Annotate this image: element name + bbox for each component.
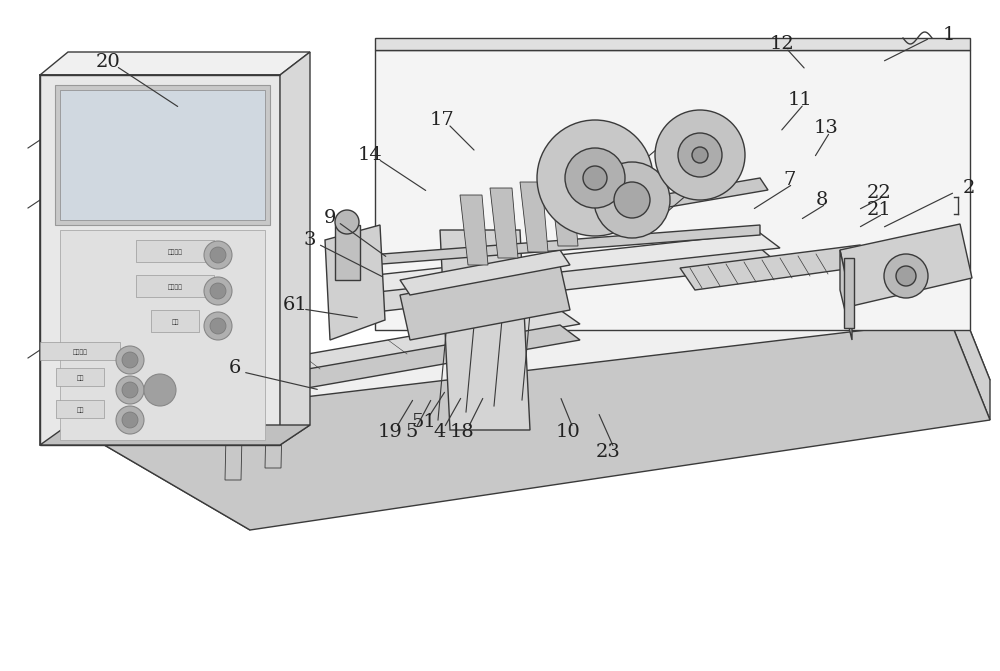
Polygon shape [130, 310, 580, 400]
Polygon shape [440, 230, 530, 430]
Circle shape [116, 376, 144, 404]
Text: 10: 10 [556, 423, 580, 441]
Polygon shape [375, 38, 970, 50]
Polygon shape [335, 225, 360, 280]
Text: 6: 6 [229, 359, 241, 377]
Circle shape [210, 318, 226, 334]
Polygon shape [460, 195, 488, 265]
Text: 20: 20 [96, 53, 120, 71]
Polygon shape [400, 250, 570, 295]
Polygon shape [40, 75, 280, 445]
Text: 启动: 启动 [76, 407, 84, 413]
Polygon shape [330, 233, 780, 295]
Bar [136, 275, 214, 297]
Text: 8: 8 [816, 191, 828, 209]
Text: 14: 14 [358, 146, 382, 164]
Circle shape [204, 277, 232, 305]
Circle shape [122, 412, 138, 428]
Text: 51: 51 [412, 413, 436, 431]
Text: 1: 1 [943, 26, 955, 44]
Text: 23: 23 [596, 443, 620, 461]
Text: 4: 4 [434, 423, 446, 441]
Polygon shape [950, 280, 990, 420]
Bar [56, 368, 104, 386]
Text: 定位: 定位 [76, 375, 84, 381]
Text: 工工工工: 工工工工 [72, 349, 88, 355]
Polygon shape [40, 52, 310, 75]
Text: 电源停止: 电源停止 [168, 285, 182, 290]
Circle shape [583, 166, 607, 190]
Circle shape [204, 312, 232, 340]
Text: 电源启动: 电源启动 [168, 249, 182, 255]
Polygon shape [55, 85, 270, 225]
Circle shape [565, 148, 625, 208]
Circle shape [116, 406, 144, 434]
Circle shape [210, 283, 226, 299]
Circle shape [655, 110, 745, 200]
Text: 13: 13 [814, 119, 838, 137]
Polygon shape [840, 224, 972, 306]
Text: 21: 21 [867, 201, 891, 219]
Polygon shape [330, 225, 760, 268]
Text: 17: 17 [430, 111, 454, 129]
Polygon shape [130, 325, 580, 416]
Circle shape [884, 254, 928, 298]
Text: 9: 9 [324, 209, 336, 227]
Text: 12: 12 [770, 35, 794, 53]
Text: 急停: 急停 [171, 319, 179, 325]
Polygon shape [70, 385, 250, 530]
Bar [151, 310, 199, 332]
Circle shape [614, 182, 650, 218]
Polygon shape [60, 90, 265, 220]
Polygon shape [225, 390, 243, 480]
Text: 19: 19 [378, 423, 402, 441]
Polygon shape [632, 178, 768, 212]
Circle shape [122, 352, 138, 368]
Bar [40, 342, 120, 360]
Circle shape [144, 374, 176, 406]
Text: 61: 61 [283, 296, 307, 314]
Polygon shape [70, 280, 990, 490]
Circle shape [335, 210, 359, 234]
Text: 3: 3 [304, 231, 316, 249]
Bar [136, 240, 214, 262]
Polygon shape [400, 265, 570, 340]
Circle shape [210, 247, 226, 263]
Text: 2: 2 [963, 179, 975, 197]
Bar [56, 400, 104, 418]
Polygon shape [330, 248, 780, 315]
Polygon shape [280, 52, 310, 445]
Polygon shape [550, 176, 578, 246]
Polygon shape [70, 320, 990, 530]
Bar [844, 258, 854, 328]
Circle shape [594, 162, 670, 238]
Text: 5: 5 [406, 423, 418, 441]
Circle shape [678, 133, 722, 177]
Polygon shape [840, 250, 852, 340]
Polygon shape [325, 225, 385, 340]
Text: 11: 11 [788, 91, 812, 109]
Circle shape [692, 147, 708, 163]
Circle shape [537, 120, 653, 236]
Polygon shape [680, 245, 875, 290]
Polygon shape [60, 90, 265, 220]
Polygon shape [40, 425, 310, 445]
Polygon shape [60, 230, 265, 440]
Circle shape [122, 382, 138, 398]
Polygon shape [375, 50, 970, 330]
Polygon shape [490, 188, 518, 258]
Circle shape [896, 266, 916, 286]
Polygon shape [520, 182, 548, 252]
Circle shape [116, 346, 144, 374]
Polygon shape [265, 378, 283, 468]
Text: 22: 22 [867, 184, 891, 202]
Text: 18: 18 [450, 423, 474, 441]
Circle shape [204, 241, 232, 269]
Text: 7: 7 [784, 171, 796, 189]
